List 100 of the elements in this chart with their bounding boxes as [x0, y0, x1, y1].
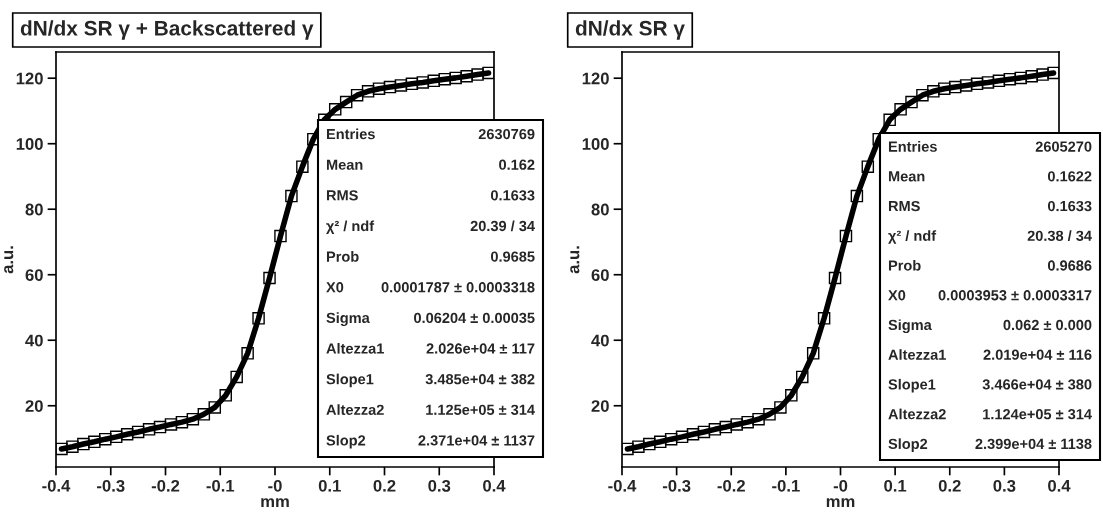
x-axis-title: mm	[261, 498, 289, 508]
point	[741, 415, 754, 429]
x-tick-label: 0.2	[373, 479, 396, 492]
point	[916, 88, 929, 102]
point	[438, 72, 451, 86]
point	[99, 432, 112, 446]
x-tick-label: 0.1	[884, 479, 907, 492]
point	[296, 160, 309, 173]
text: RMS 0.1633	[326, 190, 535, 201]
text: Slop2 2.371e+04 ± 1137	[326, 434, 535, 449]
y-tick-label: 100	[582, 138, 609, 150]
point	[861, 160, 875, 173]
point	[416, 76, 430, 89]
y-tick-label: 120	[582, 72, 609, 85]
text: RMS 0.1633	[888, 200, 1092, 212]
point	[905, 95, 918, 109]
point	[405, 77, 419, 91]
text: Prob 0.9686	[888, 259, 1092, 271]
x-tick-label: -0.1	[772, 479, 800, 492]
text: X0 0.0001787 ± 0.0003318	[326, 282, 535, 293]
x-tick-label: 0.3	[428, 479, 451, 492]
point	[959, 79, 973, 92]
x-tick-label: -0.2	[151, 479, 180, 492]
x-tick-label: -0.4	[608, 479, 637, 492]
point	[230, 370, 243, 384]
y-tick-label: 100	[16, 138, 43, 150]
text: Slope1 3.485e+04 ± 382	[326, 373, 535, 388]
point	[383, 80, 397, 94]
y-tick-label: 40	[25, 334, 43, 347]
point	[697, 425, 711, 439]
point	[622, 442, 634, 456]
point	[632, 440, 645, 453]
point	[66, 440, 79, 453]
text: Altezza2 1.124e+05 ± 314	[888, 408, 1092, 420]
point	[109, 430, 123, 444]
point	[675, 430, 689, 444]
x-tick-label: -0.3	[662, 479, 691, 492]
point	[197, 408, 211, 421]
point	[894, 103, 907, 116]
point	[653, 435, 667, 449]
text: Altezza2 1.125e+05 ± 314	[326, 404, 535, 415]
point	[1025, 69, 1038, 83]
point	[1003, 72, 1017, 86]
y-tick-label: 20	[25, 400, 43, 412]
point	[208, 401, 222, 414]
text: Mean 0.1622	[888, 171, 1092, 182]
text: χ² / ndf 20.39 / 34	[326, 220, 535, 235]
point	[828, 271, 842, 285]
text: χ² / ndf 20.38 / 34	[888, 230, 1092, 244]
point	[796, 370, 809, 384]
point	[241, 347, 254, 360]
point	[263, 271, 276, 285]
chart-title: dN/dx SR γ + Backscattered γ	[20, 20, 314, 40]
text: Sigma 0.06204 ± 0.00035	[326, 312, 535, 326]
text: Entries 2605270	[888, 141, 1092, 152]
text: Slope1 3.466e+04 ± 380	[888, 378, 1092, 393]
x-tick-label: -0	[833, 479, 848, 492]
point	[361, 85, 375, 98]
point	[186, 412, 200, 426]
point	[175, 415, 189, 429]
y-tick-label: 120	[16, 72, 43, 85]
point	[763, 408, 776, 421]
y-axis-title: a.u.	[570, 246, 580, 274]
point	[839, 229, 853, 243]
y-tick-label: 20	[591, 400, 609, 412]
point	[948, 80, 962, 94]
point	[752, 412, 765, 426]
point	[471, 68, 484, 81]
text: Prob 0.9685	[326, 251, 535, 262]
text: Entries 2630769	[326, 128, 535, 140]
point	[883, 113, 896, 127]
point	[219, 389, 232, 402]
point	[938, 82, 951, 95]
y-axis-title: a.u.	[4, 246, 14, 274]
x-tick-label: -0	[268, 479, 282, 492]
point	[482, 66, 494, 80]
point	[350, 88, 364, 102]
y-tick-label: 80	[25, 203, 43, 216]
point	[1036, 68, 1049, 81]
point	[339, 95, 353, 109]
text: Sigma 0.062 ± 0.000	[888, 319, 1092, 334]
x-tick-label: -0.1	[206, 479, 235, 492]
y-tick-label: 60	[591, 269, 609, 281]
point	[817, 312, 831, 325]
x-tick-label: 0.4	[483, 479, 506, 492]
text: X0 0.0003953 ± 0.0003317	[888, 290, 1092, 301]
point	[992, 74, 1006, 88]
point	[806, 347, 820, 360]
point	[394, 79, 408, 92]
text: Altezza1 2.019e+04 ± 116	[888, 349, 1092, 360]
point	[730, 418, 743, 431]
point	[77, 437, 90, 451]
point	[252, 312, 265, 325]
point	[274, 229, 287, 243]
chart-title: dN/dx SR γ	[575, 20, 685, 40]
point	[981, 76, 995, 89]
point	[142, 423, 156, 436]
x-tick-label: 0.2	[938, 479, 961, 492]
point	[664, 432, 678, 446]
point	[56, 442, 68, 456]
